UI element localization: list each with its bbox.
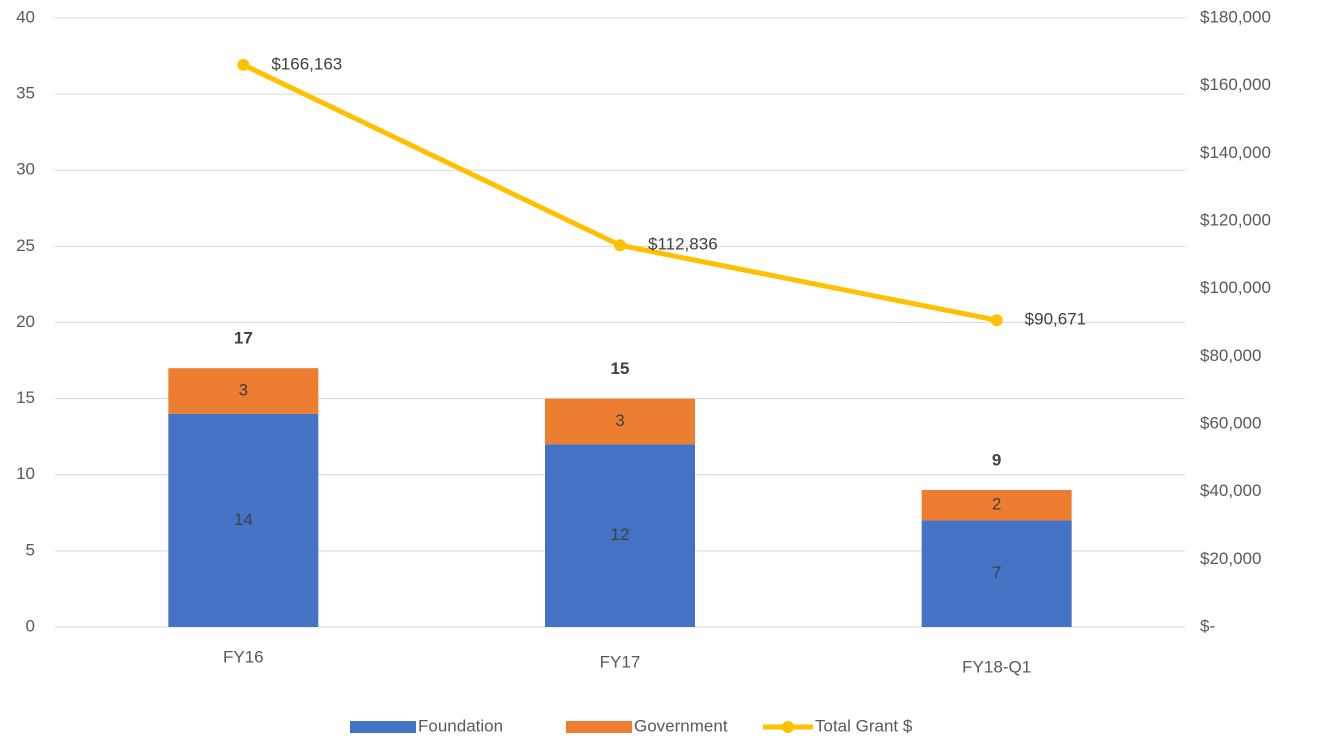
total-label: 15 — [611, 359, 630, 378]
data-label: $112,836 — [648, 235, 718, 254]
x-tick-label: FY16 — [223, 647, 264, 666]
y2-tick-label: $60,000 — [1200, 413, 1261, 432]
y-tick-label: 20 — [16, 312, 35, 331]
line — [242, 62, 998, 323]
y2-tick-label: $140,000 — [1200, 143, 1271, 162]
y2-tick-label: $40,000 — [1200, 481, 1261, 500]
bar-segment — [921, 520, 1072, 627]
y-tick-label: 30 — [16, 160, 35, 179]
x-tick-label: FY18-Q1 — [962, 657, 1031, 676]
bar-segment — [545, 398, 695, 445]
y2-tick-label: $120,000 — [1200, 210, 1271, 229]
legend-swatch — [566, 721, 632, 733]
y2-tick-label: $180,000 — [1200, 7, 1271, 26]
y2-tick-label: $80,000 — [1200, 346, 1261, 365]
y2-tick-label: $- — [1200, 616, 1215, 635]
y2-tick-label: $100,000 — [1200, 278, 1271, 297]
bar-segment — [545, 444, 695, 627]
bar-segment — [168, 368, 319, 414]
y-tick-label: 40 — [16, 7, 35, 26]
data-label: $90,671 — [1025, 310, 1086, 329]
legend-swatch — [350, 721, 416, 733]
line-point — [614, 239, 626, 252]
bar-segment — [168, 413, 319, 627]
x-tick-label: FY17 — [600, 652, 641, 671]
y-tick-label: 5 — [26, 540, 35, 559]
data-label: 3 — [239, 380, 248, 399]
y-tick-label: 35 — [16, 84, 35, 103]
line-point — [237, 58, 250, 71]
legend-label: Total Grant $ — [815, 716, 913, 735]
y-tick-label: 25 — [16, 236, 35, 255]
y-tick-label: 15 — [16, 388, 35, 407]
data-label: 2 — [992, 495, 1001, 514]
data-label: 7 — [992, 563, 1001, 582]
total-label: 9 — [992, 450, 1001, 469]
y-tick-label: 10 — [16, 464, 35, 483]
y-tick-label: 0 — [26, 616, 35, 635]
data-label: 12 — [611, 525, 630, 544]
data-label: 14 — [234, 510, 253, 529]
y2-tick-label: $160,000 — [1200, 75, 1271, 94]
y2-tick-label: $20,000 — [1200, 549, 1261, 568]
legend-label: Foundation — [418, 716, 503, 735]
data-label: $166,163 — [271, 54, 342, 73]
bar-segment — [921, 489, 1072, 521]
data-label: 3 — [615, 411, 624, 430]
total-label: 17 — [234, 329, 253, 348]
legend-label: Government — [634, 716, 728, 735]
line-point — [990, 314, 1003, 327]
legend-swatch — [782, 721, 794, 733]
